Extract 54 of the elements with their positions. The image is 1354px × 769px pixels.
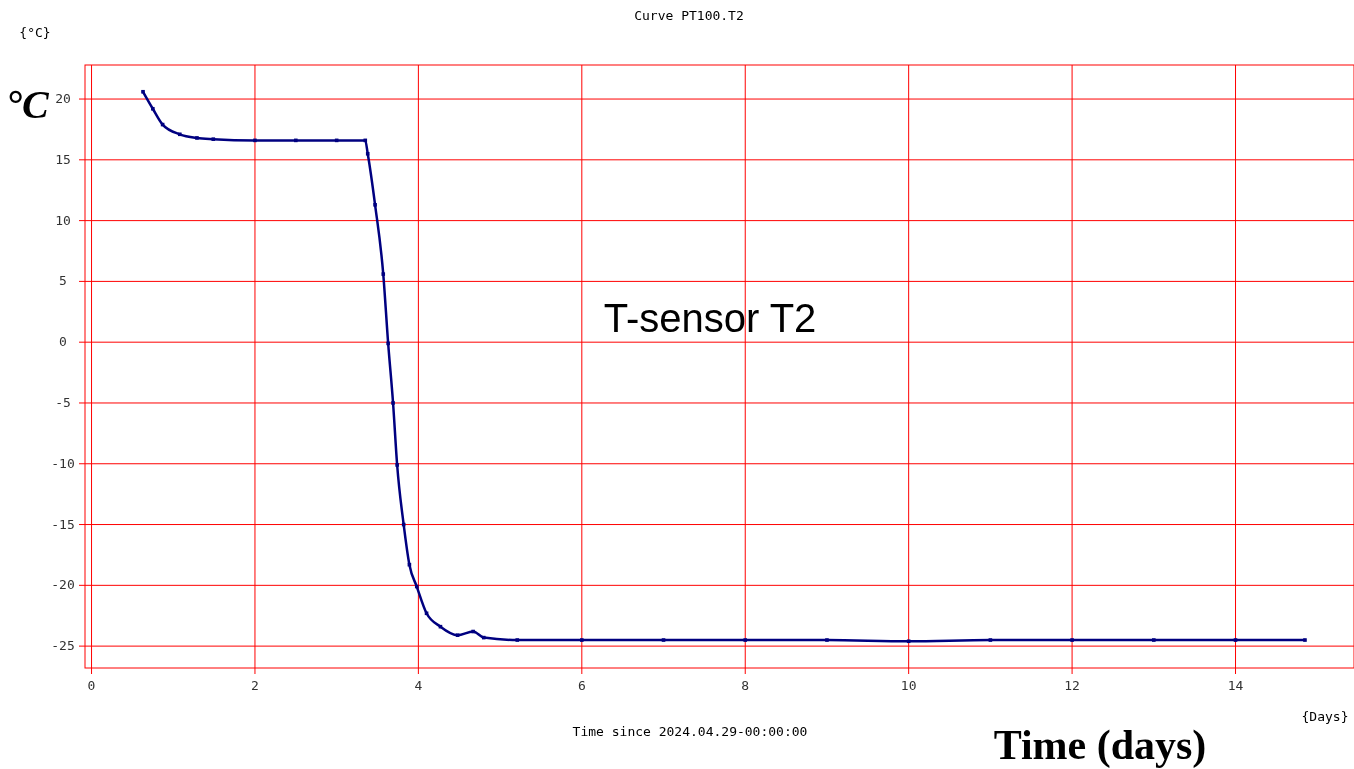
y-tick-label: 15	[55, 151, 71, 167]
point	[481, 635, 486, 640]
point	[365, 151, 370, 156]
point	[1303, 638, 1307, 642]
point	[455, 633, 460, 637]
point	[395, 463, 399, 467]
point	[515, 638, 520, 642]
point	[253, 138, 257, 143]
point	[141, 89, 145, 94]
point	[414, 584, 419, 589]
y-axis-title: {°C}	[19, 25, 51, 40]
point	[661, 638, 666, 642]
y-tick-label: -25	[51, 638, 75, 654]
point	[386, 341, 390, 346]
y-tick-label: -10	[51, 455, 75, 471]
x-tick-label: 12	[1064, 678, 1080, 693]
point	[294, 138, 298, 143]
y-tick-label: 5	[59, 273, 67, 289]
y-tick-label: 20	[55, 91, 71, 107]
point	[471, 629, 475, 634]
x-tick-label: 4	[414, 678, 423, 693]
chart-title: Curve PT100.T2	[634, 8, 744, 23]
point	[195, 136, 199, 140]
x-tick-label: 0	[87, 678, 96, 693]
point	[1233, 638, 1238, 642]
text: Time (days)	[993, 722, 1207, 769]
point	[580, 638, 584, 642]
x-tick-label: 10	[900, 678, 917, 693]
point	[1070, 638, 1074, 642]
point	[825, 638, 829, 642]
point	[424, 611, 429, 616]
y-tick-label: -20	[51, 577, 75, 593]
y-tick-label: -5	[55, 394, 71, 410]
point	[906, 639, 911, 644]
point	[151, 106, 155, 111]
x-axis-title: Time since 2024.04.29-00:00:00	[572, 724, 808, 739]
x-tick-label: 14	[1227, 678, 1244, 693]
x-tick-label: 6	[577, 678, 586, 693]
point	[1152, 638, 1156, 642]
y-tick-label: 0	[59, 334, 67, 350]
text: °C	[6, 82, 50, 127]
point	[988, 638, 993, 642]
text: {Days}	[1301, 709, 1349, 724]
point	[363, 138, 368, 143]
point	[381, 272, 386, 276]
y-tick-label: 10	[55, 212, 71, 228]
point	[373, 203, 377, 207]
point	[177, 132, 182, 137]
point	[743, 638, 748, 642]
x-tick-label: 8	[741, 678, 750, 693]
point	[211, 137, 216, 141]
y-tick-label: -15	[51, 516, 75, 532]
x-tick-label: 2	[251, 678, 259, 693]
point	[391, 401, 395, 405]
